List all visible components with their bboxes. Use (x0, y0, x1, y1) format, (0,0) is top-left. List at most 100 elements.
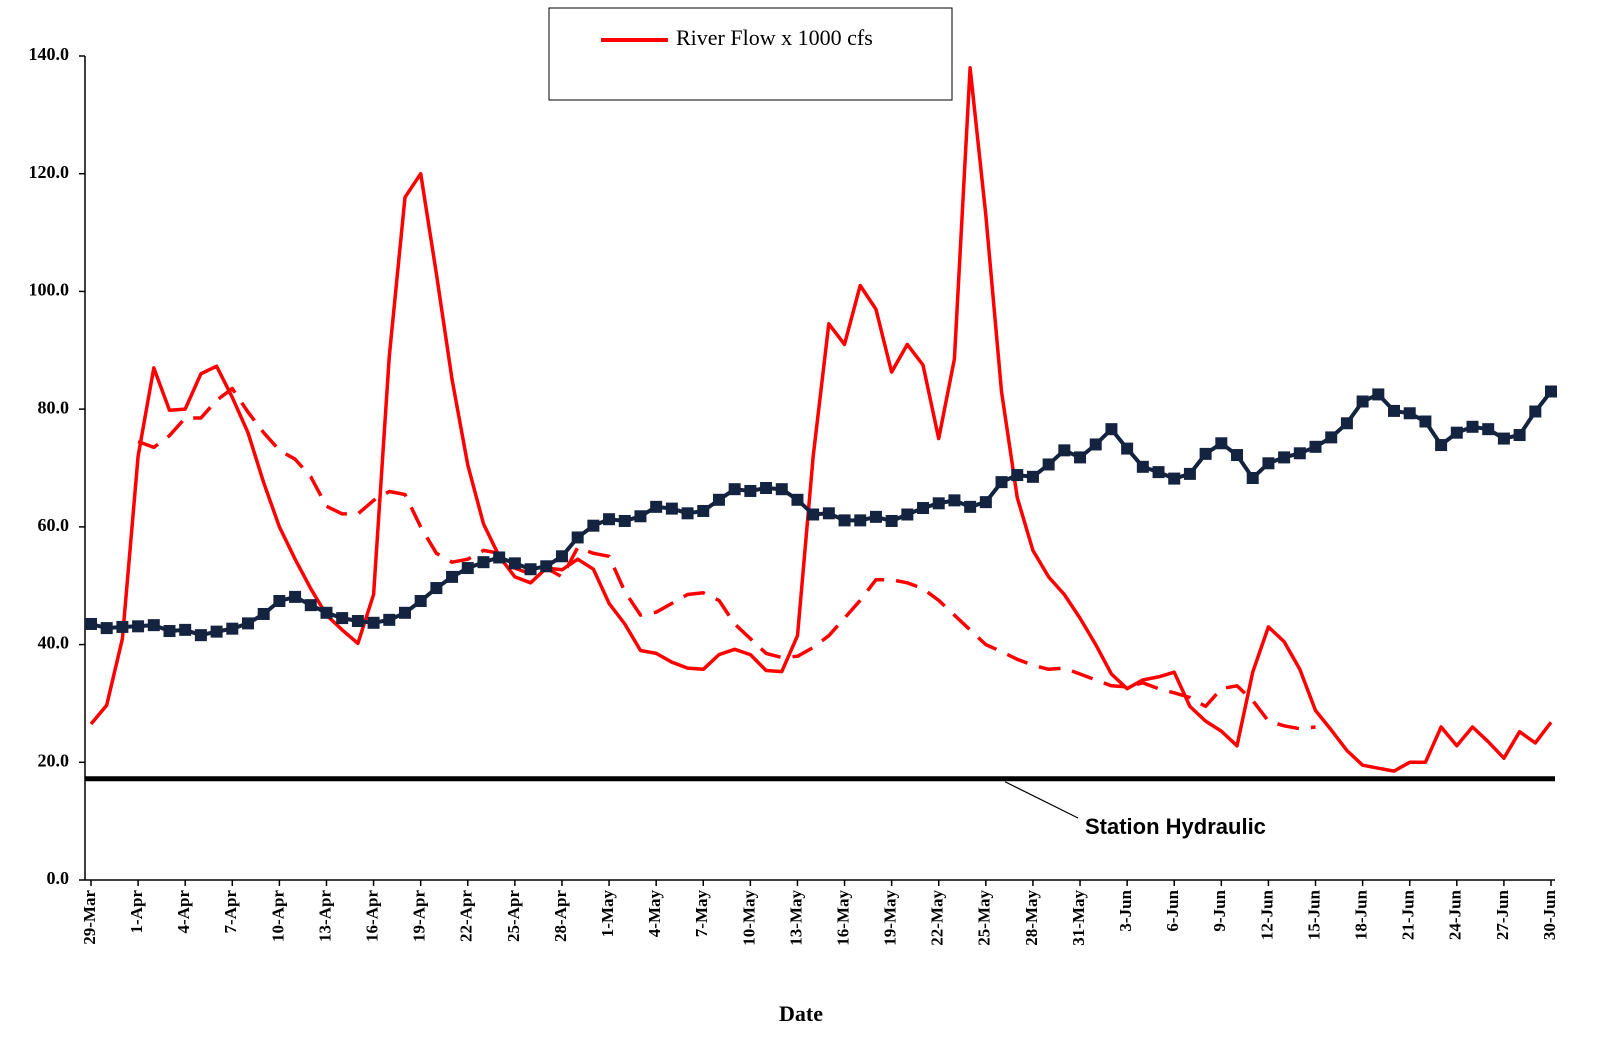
series-marker (1497, 432, 1510, 445)
x-tick-label: 4-Apr (174, 890, 193, 934)
series-marker (398, 606, 411, 619)
x-tick-label: 16-May (833, 890, 852, 946)
series-marker (885, 514, 898, 527)
series-marker (1136, 460, 1149, 473)
series-marker (1372, 388, 1385, 401)
series-line (137, 386, 1316, 731)
series-marker (414, 595, 427, 608)
series-marker (650, 500, 663, 513)
series-marker (1011, 469, 1024, 482)
series-marker (446, 570, 459, 583)
y-tick-label: 0.0 (47, 868, 70, 888)
series-marker (524, 563, 537, 576)
series-marker (712, 493, 725, 506)
series-marker (1168, 472, 1181, 485)
series-marker (1325, 431, 1338, 444)
series-marker (1450, 426, 1463, 439)
series-marker (1419, 415, 1432, 428)
series-marker (508, 557, 521, 570)
series-marker (571, 531, 584, 544)
series-marker (1293, 447, 1306, 460)
series-marker (367, 616, 380, 629)
series-marker (320, 606, 333, 619)
series-marker (351, 615, 364, 628)
x-tick-label: 12-Jun (1257, 889, 1276, 940)
x-tick-label: 1-Apr (127, 890, 146, 934)
y-tick-label: 40.0 (38, 633, 70, 653)
series-marker (1246, 472, 1259, 485)
series-marker (618, 514, 631, 527)
series-marker (147, 619, 160, 632)
x-tick-label: 29-Mar (80, 890, 99, 945)
series-marker (273, 595, 286, 608)
series-marker (603, 513, 616, 526)
x-tick-label: 24-Jun (1446, 889, 1465, 940)
x-tick-label: 4-May (645, 890, 664, 938)
series-marker (1074, 451, 1087, 464)
x-tick-label: 19-May (881, 890, 900, 946)
series-marker (1340, 417, 1353, 430)
series-marker (964, 500, 977, 513)
series-marker (1513, 429, 1526, 442)
series-marker (775, 483, 788, 496)
x-tick-label: 27-Jun (1493, 889, 1512, 940)
series-marker (132, 620, 145, 633)
x-tick-label: 25-May (975, 890, 994, 946)
series-marker (1121, 442, 1134, 455)
series-marker (948, 494, 961, 507)
y-tick-label: 60.0 (38, 515, 70, 535)
series-marker (226, 622, 239, 635)
x-tick-label: 9-Jun (1210, 889, 1229, 931)
series-marker (1089, 438, 1102, 451)
series-marker (1026, 470, 1039, 483)
series-marker (336, 612, 349, 625)
series-marker (1482, 423, 1495, 436)
x-tick-label: 10-Apr (268, 890, 287, 942)
series-marker (917, 502, 930, 515)
y-tick-label: 20.0 (38, 750, 70, 770)
series-marker (555, 550, 568, 563)
series-marker (1152, 466, 1165, 479)
x-tick-label: 31-May (1069, 890, 1088, 946)
x-tick-label: 21-Jun (1399, 889, 1418, 940)
series-marker (194, 629, 207, 642)
x-tick-label: 19-Apr (410, 890, 429, 942)
x-tick-label: 13-May (786, 890, 805, 946)
series-line (90, 390, 1553, 638)
series-marker (1309, 440, 1322, 453)
x-tick-label: 30-Jun (1540, 889, 1559, 940)
series-marker (760, 482, 773, 495)
series-marker (461, 562, 474, 575)
series-marker (1042, 458, 1055, 471)
series-marker (1105, 423, 1118, 436)
series-marker (587, 519, 600, 532)
series-marker (869, 510, 882, 523)
series-marker (85, 617, 97, 630)
series-marker (100, 622, 113, 635)
series-marker (744, 484, 757, 497)
series-marker (241, 617, 254, 630)
series-marker (634, 510, 647, 523)
series-marker (901, 508, 914, 521)
series-marker (807, 508, 820, 521)
y-tick-label: 120.0 (29, 162, 70, 182)
x-tick-label: 16-Apr (362, 890, 381, 942)
series-marker (932, 497, 945, 510)
series-marker (1215, 437, 1228, 450)
series-marker (1262, 457, 1275, 470)
series-marker (1435, 439, 1448, 452)
series-marker (430, 582, 443, 595)
x-tick-label: 3-Jun (1116, 889, 1135, 931)
annotation-leader (1004, 781, 1079, 819)
x-tick-label: 28-Apr (551, 890, 570, 942)
series-line (89, 66, 1553, 773)
x-tick-label: 10-May (739, 890, 758, 946)
y-tick-label: 140.0 (29, 44, 70, 64)
series-marker (116, 620, 129, 633)
series-marker (791, 493, 804, 506)
series-marker (854, 514, 867, 527)
x-tick-label: 25-Apr (504, 890, 523, 942)
